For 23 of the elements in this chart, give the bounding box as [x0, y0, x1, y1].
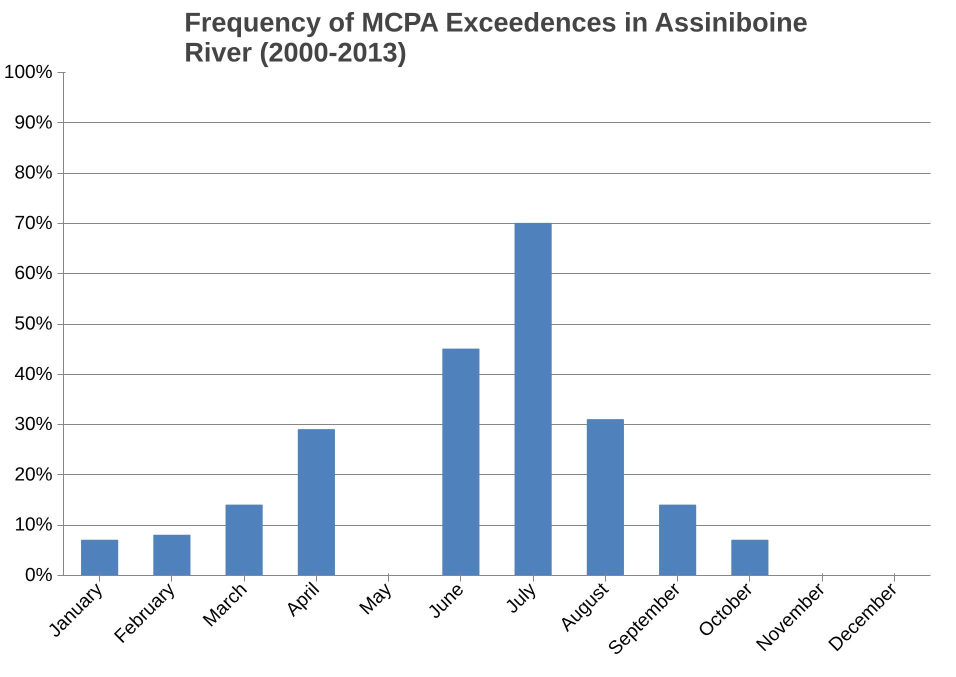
y-tick-label: 40%: [14, 364, 53, 385]
bar: [153, 534, 190, 576]
y-tick-label: 30%: [14, 414, 53, 436]
y-tick-label: 60%: [14, 263, 53, 284]
bar: [731, 540, 768, 576]
bar: [226, 504, 263, 576]
x-tick-label: July: [502, 578, 541, 618]
y-tick-label: 70%: [14, 212, 53, 234]
bar: [586, 419, 624, 576]
bar: [298, 429, 335, 576]
bar: [81, 540, 118, 576]
y-tick-label: 80%: [14, 162, 53, 184]
y-tick-label: 20%: [14, 464, 53, 486]
bar: [442, 348, 480, 576]
x-tick-label: May: [356, 578, 396, 620]
bar: [514, 222, 552, 576]
y-tick-label: 0%: [25, 565, 53, 586]
bar: [659, 504, 696, 576]
y-tick-label: 90%: [14, 112, 53, 134]
y-tick-label: 50%: [14, 314, 53, 334]
chart-title: Frequency of MCPA Exceedences in Assiniboine River (2000-2013): [184, 8, 808, 68]
y-tick-label: 10%: [14, 514, 53, 536]
y-tick-label: 100%: [4, 62, 53, 83]
